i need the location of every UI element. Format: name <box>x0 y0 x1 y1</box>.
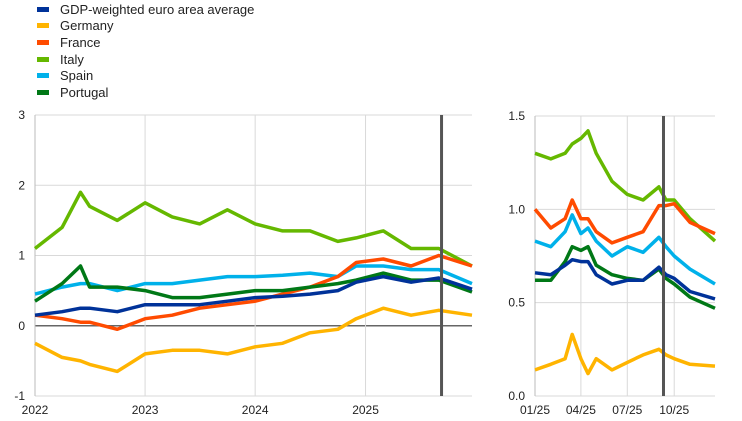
legend-item: Portugal <box>37 84 254 101</box>
legend-swatch <box>37 56 49 62</box>
series-line-france <box>533 198 716 245</box>
x-tick-label: 2025 <box>352 403 379 417</box>
legend-label: Italy <box>60 51 84 67</box>
series-line-gdp-weighted-euro-area-average <box>34 274 473 317</box>
legend-item: France <box>37 34 254 51</box>
x-tick-label: 2022 <box>22 403 49 417</box>
legend-swatch <box>37 6 49 12</box>
legend-item: Germany <box>37 18 254 35</box>
y-tick-label: 0.0 <box>508 389 525 403</box>
legend-label: Germany <box>60 18 114 34</box>
x-tick-label: 07/25 <box>612 403 642 417</box>
y-tick-label: 0.5 <box>508 296 525 310</box>
x-tick-label: 10/25 <box>659 403 689 417</box>
series-line-germany <box>34 306 473 374</box>
series-line-italy <box>534 129 717 243</box>
legend-label: GDP-weighted euro area average <box>60 1 255 17</box>
legend-label: Portugal <box>60 84 109 100</box>
series-line-france <box>34 253 473 332</box>
series-line-gdp-weighted-euro-area-average <box>534 257 716 301</box>
series-line-italy <box>33 190 473 268</box>
series-line-portugal <box>34 264 473 303</box>
legend-swatch <box>37 39 49 45</box>
y-tick-label: 1 <box>18 249 25 263</box>
y-tick-label: -1 <box>14 389 25 403</box>
series-line-portugal <box>535 244 716 310</box>
x-tick-label: 2024 <box>242 403 269 417</box>
x-tick-label: 2023 <box>132 403 159 417</box>
legend-swatch <box>37 89 49 95</box>
y-tick-label: 0 <box>18 319 25 333</box>
legend: GDP-weighted euro area average Germany F… <box>37 1 254 101</box>
y-tick-label: 2 <box>18 178 25 192</box>
x-tick-label: 01/25 <box>520 403 550 417</box>
legend-item: Italy <box>37 51 254 68</box>
x-tick-label: 04/25 <box>566 403 596 417</box>
legend-label: France <box>60 34 101 50</box>
legend-item: Spain <box>37 67 254 84</box>
y-tick-label: 1.0 <box>508 202 525 216</box>
y-tick-label: 3 <box>18 108 25 122</box>
series-line-spain <box>534 213 716 286</box>
y-tick-label: 1.5 <box>508 109 525 123</box>
legend-item: GDP-weighted euro area average <box>37 1 254 18</box>
series-line-germany <box>534 332 716 376</box>
legend-swatch <box>37 73 49 79</box>
legend-label: Spain <box>60 68 94 84</box>
legend-swatch <box>37 23 49 29</box>
